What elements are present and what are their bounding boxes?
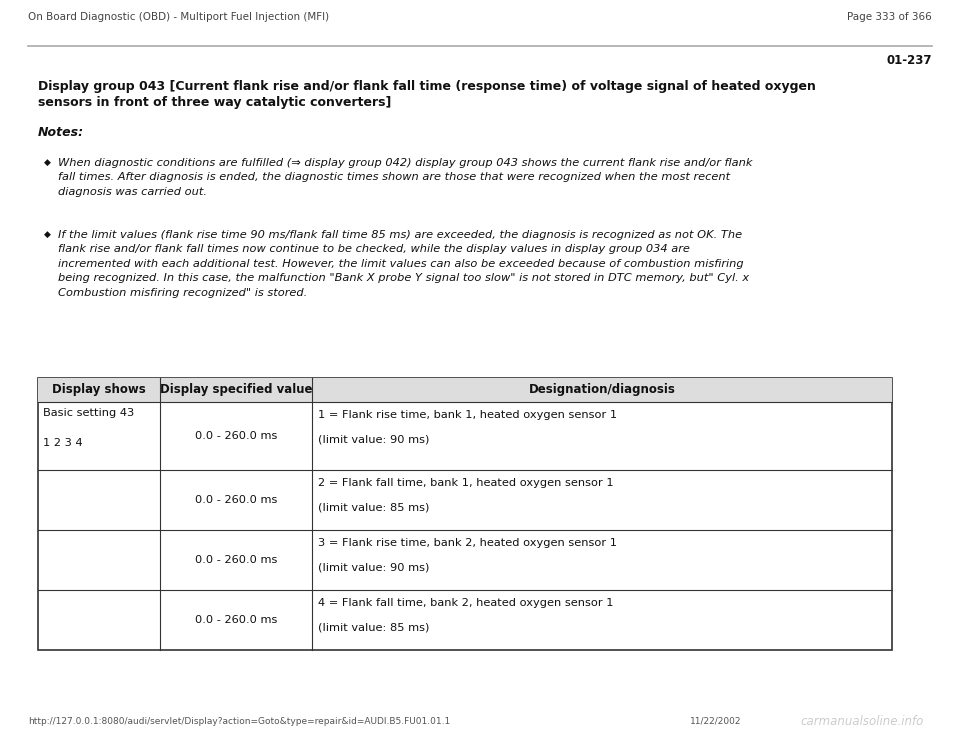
Text: (limit value: 90 ms): (limit value: 90 ms)	[318, 434, 429, 444]
Text: ◆: ◆	[44, 158, 51, 167]
Text: http://127.0.0.1:8080/audi/servlet/Display?action=Goto&type=repair&id=AUDI.B5.FU: http://127.0.0.1:8080/audi/servlet/Displ…	[28, 717, 450, 726]
Text: On Board Diagnostic (OBD) - Multiport Fuel Injection (MFI): On Board Diagnostic (OBD) - Multiport Fu…	[28, 12, 329, 22]
Text: Display specified value: Display specified value	[159, 384, 312, 396]
Text: 0.0 - 260.0 ms: 0.0 - 260.0 ms	[195, 615, 277, 625]
Text: ◆: ◆	[44, 230, 51, 239]
Text: 0.0 - 260.0 ms: 0.0 - 260.0 ms	[195, 495, 277, 505]
Text: (limit value: 85 ms): (limit value: 85 ms)	[318, 502, 429, 512]
Text: (limit value: 90 ms): (limit value: 90 ms)	[318, 562, 429, 572]
Text: (limit value: 85 ms): (limit value: 85 ms)	[318, 622, 429, 632]
Text: sensors in front of three way catalytic converters]: sensors in front of three way catalytic …	[38, 96, 392, 109]
Text: Basic setting 43: Basic setting 43	[43, 408, 134, 418]
Text: carmanualsoline.info: carmanualsoline.info	[800, 715, 924, 728]
Bar	[38, 378, 892, 402]
Text: 1 2 3 4: 1 2 3 4	[43, 438, 83, 448]
Text: Page 333 of 366: Page 333 of 366	[848, 12, 932, 22]
Text: 01-237: 01-237	[886, 54, 932, 67]
Text: Designation/diagnosis: Designation/diagnosis	[529, 384, 676, 396]
Text: 4 = Flank fall time, bank 2, heated oxygen sensor 1: 4 = Flank fall time, bank 2, heated oxyg…	[318, 598, 613, 608]
Bar	[38, 378, 892, 650]
Text: 2 = Flank fall time, bank 1, heated oxygen sensor 1: 2 = Flank fall time, bank 1, heated oxyg…	[318, 478, 613, 488]
Text: 0.0 - 260.0 ms: 0.0 - 260.0 ms	[195, 431, 277, 441]
Text: Display group 043 [Current flank rise and/or flank fall time (response time) of : Display group 043 [Current flank rise an…	[38, 80, 816, 93]
Text: 0.0 - 260.0 ms: 0.0 - 260.0 ms	[195, 555, 277, 565]
Text: Display shows: Display shows	[52, 384, 146, 396]
Text: 11/22/2002: 11/22/2002	[690, 717, 741, 726]
Text: Notes:: Notes:	[38, 126, 84, 139]
Text: When diagnostic conditions are fulfilled (⇒ display group 042) display group 043: When diagnostic conditions are fulfilled…	[58, 158, 753, 197]
Text: 3 = Flank rise time, bank 2, heated oxygen sensor 1: 3 = Flank rise time, bank 2, heated oxyg…	[318, 538, 617, 548]
Text: If the limit values (flank rise time 90 ms/flank fall time 85 ms) are exceeded, : If the limit values (flank rise time 90 …	[58, 230, 749, 298]
Text: 1 = Flank rise time, bank 1, heated oxygen sensor 1: 1 = Flank rise time, bank 1, heated oxyg…	[318, 410, 617, 420]
